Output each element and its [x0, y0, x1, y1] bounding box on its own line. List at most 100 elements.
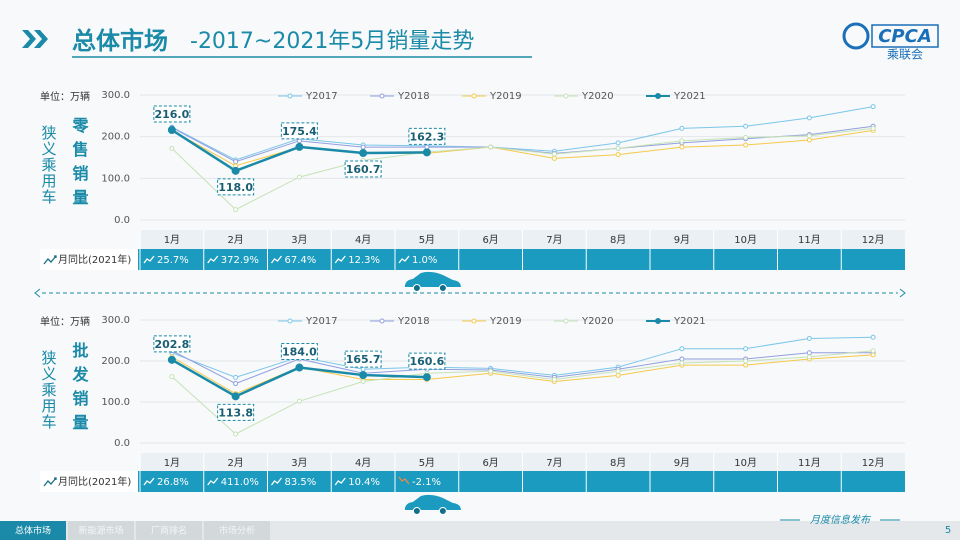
legend-marker: [287, 318, 293, 324]
yoy-arrow: [398, 476, 410, 485]
yoy-value: 1.0%: [412, 255, 437, 266]
y-tick-label: 0.0: [114, 215, 130, 226]
legend-label: Y2020: [581, 91, 614, 102]
yoy-value: 25.7%: [157, 255, 189, 266]
value-label: 202.8: [154, 338, 189, 351]
y-tick-label: 200.0: [101, 356, 130, 367]
legend-label: Y2017: [305, 316, 338, 327]
y-tick-label: 200.0: [101, 132, 130, 143]
data-point: [679, 144, 685, 150]
data-point: [806, 350, 812, 356]
car-wheel: [412, 284, 421, 292]
data-point: [488, 368, 494, 374]
unit-label: 单位：万辆: [40, 315, 90, 328]
data-point: [233, 381, 239, 387]
data-point: [169, 374, 175, 380]
x-tick-label: 3月: [291, 457, 307, 469]
footer-tab-label: 市场分析: [219, 525, 255, 537]
x-tick-label: 12月: [862, 234, 885, 246]
x-tick-label: 6月: [482, 234, 498, 246]
footer-tab: [0, 521, 66, 540]
data-point: [806, 354, 812, 360]
logo-box: [871, 24, 939, 48]
chevron-icon: [22, 30, 48, 48]
legend-label: Y2021: [673, 91, 706, 102]
title-main: 总体市场: [72, 27, 168, 55]
data-point: [870, 334, 876, 340]
data-point: [806, 137, 812, 143]
value-label-box: [344, 160, 382, 178]
yoy-value: 26.8%: [157, 477, 189, 488]
yoy-label-cell: [40, 471, 138, 492]
logo: CPCA: [878, 26, 932, 47]
data-point: [615, 368, 621, 374]
x-tick-label: 5月: [419, 457, 435, 469]
value-label: 113.8: [218, 406, 253, 419]
side-label: 狭义乘用车: [40, 350, 58, 430]
x-tick-label: 9月: [674, 457, 690, 469]
data-point: [233, 207, 239, 213]
legend-marker: [287, 93, 293, 99]
value-label: 160.7: [346, 163, 381, 176]
data-point: [233, 159, 239, 165]
yoy-value: 83.5%: [285, 477, 317, 488]
data-point: [233, 374, 239, 380]
series-line: [171, 336, 874, 378]
x-tick-label: 10月: [734, 234, 757, 246]
data-point: [422, 148, 431, 157]
footer-tab-label: 新能源市场: [78, 525, 123, 537]
legend-label: Y2018: [397, 91, 430, 102]
legend-marker: [471, 93, 477, 99]
y-tick-label: 100.0: [101, 397, 130, 408]
y-tick-label: 100.0: [101, 173, 130, 184]
series-line: [171, 350, 874, 385]
value-label-box: [217, 178, 255, 196]
unit-label: 单位：万辆: [40, 90, 90, 103]
data-point: [806, 133, 812, 139]
car-wheel: [438, 284, 447, 292]
data-point: [806, 335, 812, 341]
page-number: 5: [945, 525, 951, 536]
yoy-label: 月同比(2021年): [58, 253, 131, 266]
x-tick-label: 7月: [546, 457, 562, 469]
data-point: [743, 362, 749, 368]
yoy-icon: [43, 477, 57, 487]
legend-marker: [563, 318, 569, 324]
yoy-arrow: [207, 477, 219, 486]
data-point: [679, 356, 685, 362]
x-tick-label: 1月: [164, 234, 180, 246]
logo-icon: [842, 22, 870, 50]
x-tick-label: 6月: [482, 457, 498, 469]
yoy-arrow: [207, 255, 219, 264]
x-tick-label: 10月: [734, 457, 757, 469]
value-label: 184.0: [282, 346, 317, 359]
data-point: [743, 123, 749, 129]
data-point: [296, 174, 302, 180]
yoy-icon: [43, 255, 57, 265]
data-point: [296, 138, 302, 144]
data-point: [679, 346, 685, 352]
data-point: [231, 392, 240, 401]
logo-sub: 乘联会: [887, 48, 923, 62]
data-point: [359, 371, 368, 380]
legend-label: Y2017: [305, 91, 338, 102]
legend-label: Y2019: [489, 316, 522, 327]
data-point: [615, 152, 621, 158]
series-line: [171, 106, 874, 161]
legend-label: Y2018: [397, 316, 430, 327]
value-label-box: [280, 122, 318, 140]
y-tick-label: 300.0: [101, 90, 130, 101]
legend-marker: [655, 318, 661, 324]
value-label: 216.0: [154, 108, 189, 121]
car-wheel: [412, 507, 421, 515]
data-point: [743, 135, 749, 140]
value-label-box: [344, 350, 382, 368]
title-rest: -2017~2021年5月销量走势: [190, 29, 474, 54]
x-tick-label: 8月: [610, 234, 626, 246]
data-point: [359, 149, 368, 158]
data-point: [360, 366, 366, 372]
x-tick-label: 4月: [355, 457, 371, 469]
footer-tab: [68, 521, 134, 540]
x-tick-label: 8月: [610, 457, 626, 469]
